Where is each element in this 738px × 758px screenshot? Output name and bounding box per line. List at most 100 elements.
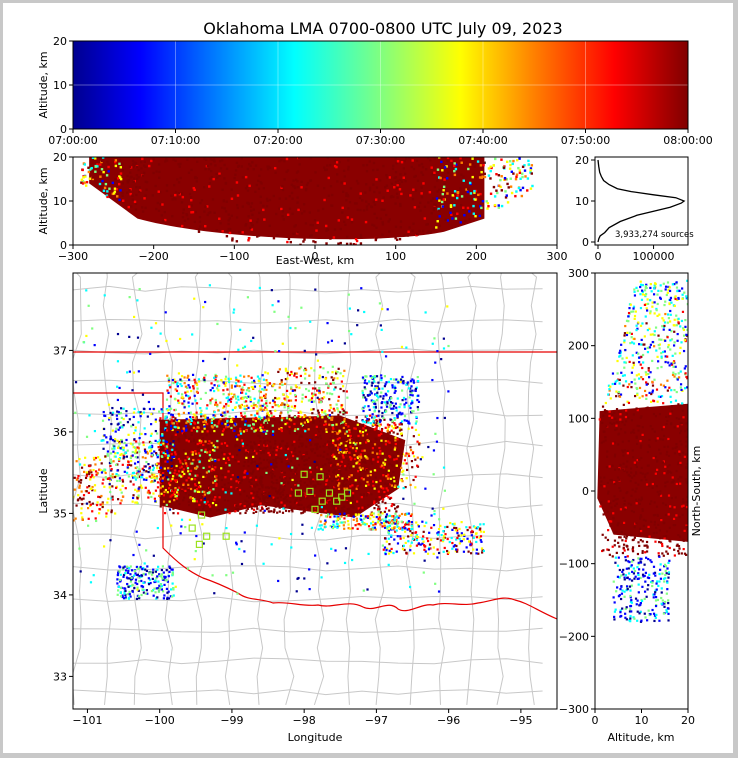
plan-source-point xyxy=(208,465,211,468)
ew-source-point xyxy=(144,180,147,183)
plan-source-point xyxy=(224,426,228,429)
plan-source-point xyxy=(291,444,294,447)
plan-source-point xyxy=(310,482,313,485)
plan-source-point xyxy=(335,446,338,449)
plan-source-point xyxy=(160,408,163,411)
plan-source-point xyxy=(409,449,413,452)
plan-source-point xyxy=(196,490,199,493)
plan-source-point xyxy=(340,404,343,407)
plan-source-point xyxy=(193,478,197,481)
plan-source-point xyxy=(187,487,190,490)
plan-source-point xyxy=(266,411,269,414)
plan-source-point xyxy=(398,405,401,409)
plan-source-point xyxy=(281,490,284,493)
plan-source-point xyxy=(370,522,373,525)
ew-source-point xyxy=(466,190,470,194)
ew-source-point xyxy=(236,194,240,197)
plan-source-point xyxy=(101,419,105,422)
plan-source-point xyxy=(89,581,93,584)
ew-source-point xyxy=(276,234,279,237)
plan-source-point xyxy=(409,544,412,548)
plan-source-point xyxy=(414,389,417,393)
plan-source-point xyxy=(364,461,367,464)
plan-source-point xyxy=(116,469,119,472)
plan-source-point xyxy=(153,497,156,500)
plan-source-point xyxy=(121,463,124,466)
plan-source-point xyxy=(145,569,149,573)
plan-source-point xyxy=(267,461,271,464)
plan-source-point xyxy=(201,437,205,440)
plan-source-point xyxy=(335,507,338,510)
ew-source-point xyxy=(268,166,272,170)
plan-source-point xyxy=(206,416,210,419)
plan-source-point xyxy=(152,589,155,592)
plan-source-point xyxy=(125,576,129,579)
plan-source-point xyxy=(410,391,413,394)
plan-source-point xyxy=(265,421,268,424)
plan-source-point xyxy=(263,386,266,389)
plan-source-point xyxy=(376,394,379,398)
plan-source-point xyxy=(191,451,195,454)
ew-x-tick-label: 0 xyxy=(312,250,319,263)
plan-source-point xyxy=(381,500,384,503)
ew-source-point xyxy=(439,176,442,180)
ew-source-point xyxy=(349,187,353,190)
plan-source-point xyxy=(388,441,391,444)
plan-source-point xyxy=(338,433,341,436)
plan-source-point xyxy=(223,499,226,502)
plan-source-point xyxy=(167,498,170,501)
plan-source-point xyxy=(231,408,234,412)
plan-source-point xyxy=(342,411,345,414)
plan-source-point xyxy=(259,502,262,505)
ew-source-point xyxy=(367,203,370,206)
ew-source-point xyxy=(165,158,168,161)
plan-source-point xyxy=(290,387,293,390)
plan-source-point xyxy=(128,296,131,299)
plan-source-point xyxy=(253,397,256,400)
plan-source-point xyxy=(231,396,235,399)
plan-source-point xyxy=(403,459,407,462)
plan-source-point xyxy=(218,420,221,423)
plan-source-point xyxy=(383,410,387,414)
plan-source-point xyxy=(308,382,311,385)
plan-source-point xyxy=(394,530,397,533)
plan-source-point xyxy=(388,424,391,427)
plan-source-point xyxy=(341,454,344,457)
plan-source-point xyxy=(321,416,324,419)
plan-source-point xyxy=(344,497,348,500)
plan-source-point xyxy=(241,391,244,394)
plan-source-point xyxy=(373,380,376,383)
plan-source-point xyxy=(343,342,346,345)
ew-source-point xyxy=(291,197,294,200)
plan-source-point xyxy=(153,580,156,584)
plan-source-point xyxy=(405,401,408,404)
ew-source-point xyxy=(287,237,291,241)
ew-source-point xyxy=(206,205,209,208)
plan-source-point xyxy=(330,434,333,437)
plan-source-point xyxy=(412,381,416,384)
plan-source-point xyxy=(88,414,91,417)
plan-source-point xyxy=(345,487,349,490)
plan-source-point xyxy=(384,392,387,395)
plan-source-point xyxy=(171,422,174,425)
plan-source-point xyxy=(243,422,246,425)
plan-source-point xyxy=(174,453,177,456)
plan-source-point xyxy=(374,523,377,526)
plan-source-point xyxy=(472,536,475,539)
ew-source-point xyxy=(499,178,502,182)
plan-source-point xyxy=(214,466,217,469)
plan-source-point xyxy=(156,575,159,578)
ew-source-point xyxy=(103,186,107,190)
plan-source-point xyxy=(288,425,291,429)
ew-source-point xyxy=(348,200,352,204)
plan-source-point xyxy=(309,468,312,471)
plan-source-point xyxy=(393,538,396,541)
ew-source-point xyxy=(495,173,498,176)
plan-source-point xyxy=(128,335,131,338)
plan-source-point xyxy=(259,461,263,465)
plan-source-point xyxy=(263,509,266,512)
plan-source-point xyxy=(423,545,426,548)
plan-source-point xyxy=(186,390,189,393)
plan-source-point xyxy=(237,398,240,401)
plan-source-point xyxy=(262,495,265,498)
